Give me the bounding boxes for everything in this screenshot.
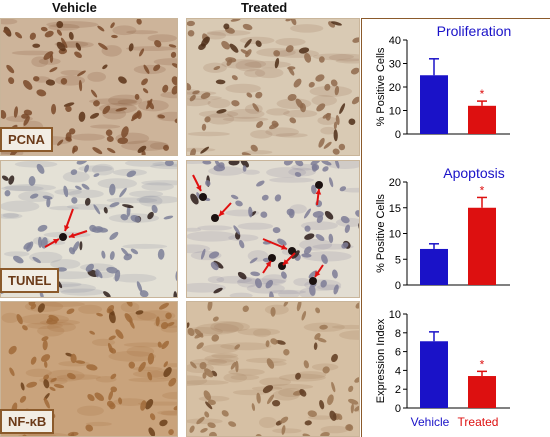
y-tick-label: 15 — [389, 203, 401, 215]
x-tick-label-vehicle: Vehicle — [411, 415, 450, 429]
y-tick-label: 10 — [389, 309, 401, 321]
bar-vehicle — [420, 75, 448, 134]
tissue-texture-4 — [187, 161, 359, 297]
bar-treated — [468, 207, 496, 285]
y-tick-label: 5 — [395, 254, 401, 266]
y-tick-label: 0 — [395, 129, 401, 141]
column-header-vehicle: Vehicle — [52, 0, 97, 15]
y-tick-label: 30 — [389, 59, 401, 71]
micrograph-tunel-treated — [186, 160, 360, 298]
y-axis-label: % Positive Cells — [375, 194, 387, 273]
micrograph-tunel-vehicle — [0, 160, 178, 298]
micrograph-pcna-treated — [186, 18, 360, 156]
y-tick-label: 0 — [395, 280, 401, 290]
y-tick-label: 20 — [389, 82, 401, 94]
stain-label-tunel: TUNEL — [0, 268, 60, 293]
significance-marker: * — [480, 357, 485, 371]
y-axis-label: % Positive Cells — [375, 47, 387, 126]
y-tick-label: 10 — [389, 229, 401, 241]
bar-vehicle — [420, 341, 448, 408]
x-tick-label-treated: Treated — [458, 415, 499, 429]
chart-title: Proliferation — [437, 23, 512, 39]
micrograph-nfkb-treated — [186, 301, 360, 437]
column-header-treated: Treated — [241, 0, 288, 15]
stain-label-pcna: PCNA — [0, 127, 53, 152]
bar-treated — [468, 105, 496, 134]
tissue-texture-3 — [1, 161, 177, 297]
chart-title: Apoptosis — [443, 165, 504, 181]
y-tick-label: 2 — [395, 384, 401, 396]
chart-frame — [361, 18, 550, 437]
y-tick-label: 10 — [389, 106, 401, 118]
y-tick-label: 20 — [389, 177, 401, 189]
tissue-texture-6 — [187, 302, 359, 436]
tissue-texture-2 — [187, 19, 359, 155]
y-axis-label: Expression Index — [375, 318, 387, 403]
y-tick-label: 40 — [389, 35, 401, 47]
bar-vehicle — [420, 248, 448, 285]
y-tick-label: 8 — [395, 328, 401, 340]
apoptosis-chart: 0 5 10 15 20% Positive Cells Apoptosis * — [375, 165, 510, 290]
significance-marker: * — [480, 183, 485, 197]
stain-label-nfkb: NF-κB — [0, 409, 55, 434]
y-tick-label: 4 — [395, 365, 401, 377]
bar-treated — [468, 376, 496, 408]
proliferation-chart: 0 10 20 30 40% Positive Cells Proliferation * — [375, 23, 512, 141]
y-tick-label: 6 — [395, 347, 401, 359]
significance-marker: * — [480, 87, 485, 101]
y-tick-label: 0 — [395, 403, 401, 415]
